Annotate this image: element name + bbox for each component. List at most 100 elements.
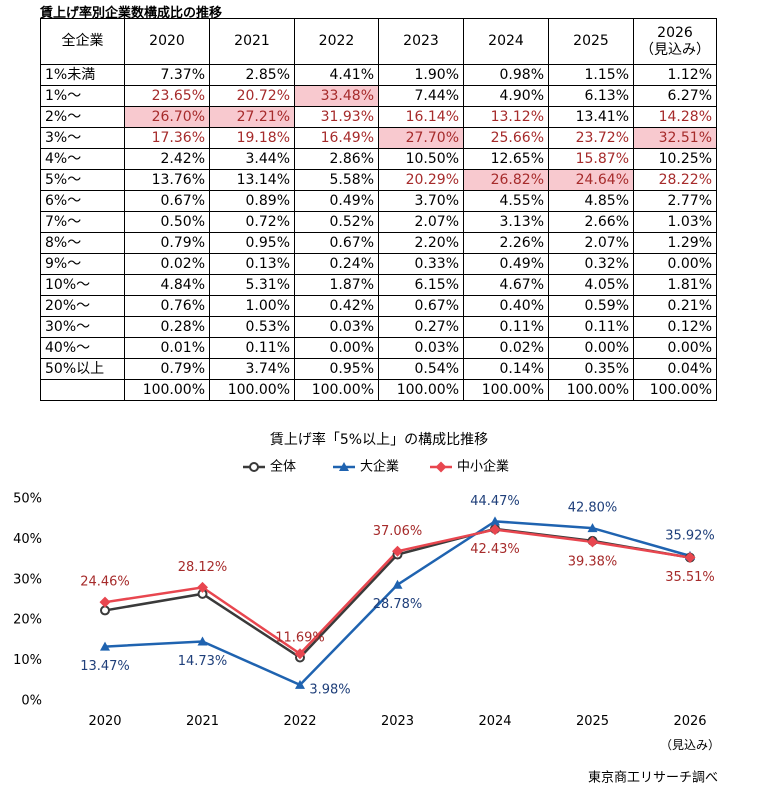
row-label: 8%～ [40,232,125,254]
marker [339,462,349,471]
data-label: 42.43% [470,542,520,557]
cell: 15.87% [548,148,634,170]
row-label: 30%～ [40,316,125,338]
cell: 1.87% [294,274,379,296]
total-cell: 100.00% [209,379,295,401]
cell: 0.24% [294,253,379,275]
row-label: 20%～ [40,295,125,317]
cell: 0.67% [124,190,210,212]
cell: 4.41% [294,64,379,86]
cell: 0.49% [463,253,549,275]
x-tick-label: 2025 [576,714,609,729]
data-label: 28.78% [373,597,423,612]
table-row: 3%～ 17.36% 19.18% 16.49% 27.70% 25.66% 23.72% 3… [40,127,717,149]
cell: 0.11% [463,316,549,338]
marker [490,516,500,526]
cell: 6.13% [548,85,634,107]
data-label: 44.47% [470,494,520,509]
cell: 0.95% [209,232,295,254]
cell: 3.13% [463,211,549,233]
marker [684,552,696,564]
cell: 4.85% [548,190,634,212]
cell: 2.86% [294,148,379,170]
cell: 2.26% [463,232,549,254]
cell: 3.74% [209,358,295,380]
table-row: 7%～ 0.50% 0.72% 0.52% 2.07% 3.13% 2.66% 1.03% [40,211,717,233]
table-row: 2%～ 26.70% 27.21% 31.93% 16.14% 13.12% 13.41% 1… [40,106,717,128]
cell: 2.85% [209,64,295,86]
data-label: 13.47% [80,659,130,674]
cell: 4.05% [548,274,634,296]
total-cell: 100.00% [294,379,379,401]
row-label: 40%～ [40,337,125,359]
empty-cell [40,379,125,401]
table-row: 9%～ 0.02% 0.13% 0.24% 0.33% 0.49% 0.32% 0.00% [40,253,717,275]
x-tick-label: 2024 [478,714,511,729]
y-tick-label: 30% [13,572,42,587]
table-row: 8%～ 0.79% 0.95% 0.67% 2.20% 2.26% 2.07% 1.29% [40,232,717,254]
table-row: 10%～ 4.84% 5.31% 1.87% 6.15% 4.67% 4.05% 1.81% [40,274,717,296]
cell: 0.00% [548,337,634,359]
cell: 0.00% [294,337,379,359]
row-label: 50%以上 [40,358,125,380]
cell: 0.01% [124,337,210,359]
marker [435,461,447,473]
x-tick-label: 2026 （見込み） [660,714,720,752]
cell: 20.29% [378,169,464,191]
cell: 0.11% [548,316,634,338]
cell: 6.15% [378,274,464,296]
table-row: 4%～ 2.42% 3.44% 2.86% 10.50% 12.65% 15.87% 10.2… [40,148,717,170]
cell: 2.66% [548,211,634,233]
marker [392,545,403,557]
cell: 32.51% [633,127,717,149]
cell: 14.28% [633,106,717,128]
table-row: 30%～ 0.28% 0.53% 0.03% 0.27% 0.11% 0.11% 0.12% [40,316,717,338]
row-label: 3%～ [40,127,125,149]
row-label: 6%～ [40,190,125,212]
cell: 28.22% [633,169,717,191]
cell: 26.70% [124,106,210,128]
marker [249,462,259,472]
cell: 2.42% [124,148,210,170]
chart: 賃上げ率「5%以上」の構成比推移 東京商工リサーチ調べ 0% 10% 20% 30% 4… [13,431,720,786]
cell: 10.50% [378,148,464,170]
marker [99,596,111,608]
row-label: 9%～ [40,253,125,275]
cell: 16.49% [294,127,379,149]
cell: 23.72% [548,127,634,149]
marker [295,679,305,689]
cell: 12.65% [463,148,549,170]
y-tick-label: 50% [13,492,42,507]
cell: 1.03% [633,211,717,233]
cell: 7.44% [378,85,464,107]
marker [197,581,208,593]
cell: 0.42% [294,295,379,317]
cell: 0.79% [124,232,210,254]
cell: 26.82% [463,169,549,191]
legend-label: 中小企業 [457,459,509,475]
cell: 0.67% [294,232,379,254]
cell: 0.11% [209,337,295,359]
cell: 3.70% [378,190,464,212]
cell: 0.33% [378,253,464,275]
header-cell: 2022 [294,18,379,65]
cell: 0.02% [124,253,210,275]
header-cell: 2021 [209,18,295,65]
table-row: 20%～ 0.76% 1.00% 0.42% 0.67% 0.40% 0.59% 0.21% [40,295,717,317]
cell: 7.37% [124,64,210,86]
cell: 0.76% [124,295,210,317]
cell: 0.13% [209,253,295,275]
cell: 0.53% [209,316,295,338]
cell: 5.58% [294,169,379,191]
cell: 0.72% [209,211,295,233]
row-label: 1%～ [40,85,125,107]
row-label: 7%～ [40,211,125,233]
cell: 0.00% [633,253,717,275]
header-cell: 2026 （見込み） [633,18,717,65]
cell: 0.89% [209,190,295,212]
cell: 0.28% [124,316,210,338]
row-label: 2%～ [40,106,125,128]
cell: 6.27% [633,85,717,107]
x-tick-label: 2021 [186,714,219,729]
